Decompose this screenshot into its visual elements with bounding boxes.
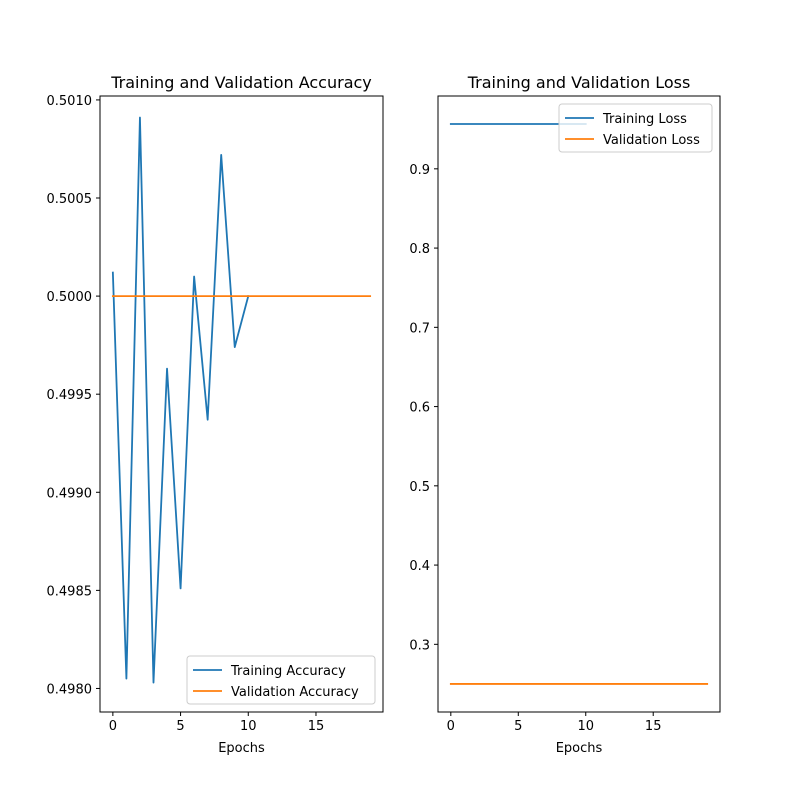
y-tick-label: 0.5010 [47,94,93,109]
x-axis-label: Epochs [556,741,603,756]
x-tick-label: 0 [109,719,117,734]
chart-panel-1: 0 5 10 15 0.4980 0.4985 0.4990 0.4995 0.5000 0.50… [47,73,384,756]
y-tick-label: 0.7 [409,321,430,336]
legend-label: Validation Loss [603,133,700,148]
axes-frame [99,95,384,713]
series-line-1 [111,116,250,684]
legend: Training Accuracy Validation Accuracy [186,655,376,705]
y-tick-label: 0.5005 [47,192,93,207]
x-tick-label: 10 [577,719,594,734]
y-tick-label: 0.9 [409,163,430,178]
y-tick-label: 0.5000 [47,290,93,305]
y-tick-label: 0.4990 [47,486,93,501]
y-tick-label: 0.4 [409,559,430,574]
y-tick-label: 0.4995 [47,388,93,403]
x-tick-label: 5 [514,719,522,734]
axes-frame [437,95,721,713]
x-tick-label: 5 [176,719,184,734]
legend-label: Validation Accuracy [231,685,359,700]
y-tick-label: 0.8 [409,242,430,257]
legend-box [558,103,713,153]
y-tick-label: 0.6 [409,401,430,416]
legend-box [186,655,376,705]
chart-title: Training and Validation Accuracy [110,73,372,92]
chart-panel-2: 0 5 10 15 0.3 0.4 0.5 0.6 0.7 0.8 0.9 Training and … [409,73,721,756]
y-tick-label: 0.4980 [47,682,93,697]
x-tick-label: 15 [645,719,662,734]
x-tick-label: 0 [447,719,455,734]
chart-title: Training and Validation Loss [467,73,691,92]
x-tick-label: 15 [308,719,325,734]
y-tick-label: 0.3 [409,638,430,653]
legend: Training Loss Validation Loss [558,103,713,153]
y-tick-label: 0.4985 [47,584,93,599]
legend-label: Training Loss [602,112,687,127]
legend-label: Training Accuracy [230,664,346,679]
x-tick-label: 10 [240,719,257,734]
y-tick-label: 0.5 [409,480,430,495]
x-axis-label: Epochs [218,741,265,756]
